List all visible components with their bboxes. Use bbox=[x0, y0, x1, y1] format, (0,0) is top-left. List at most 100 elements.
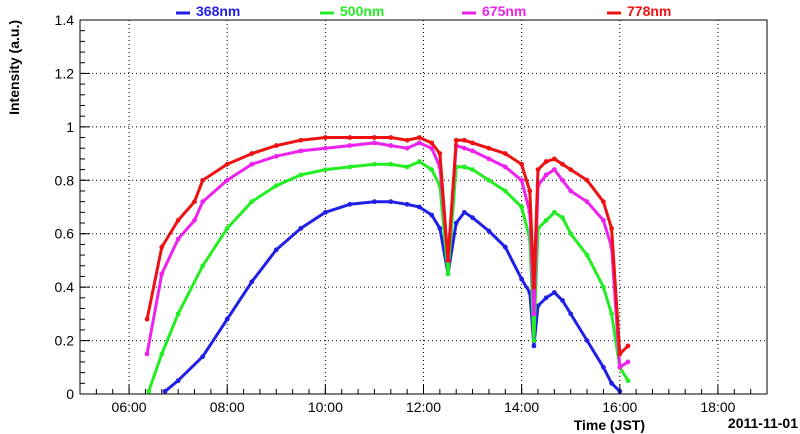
data-point bbox=[601, 217, 606, 223]
data-point bbox=[388, 199, 394, 205]
data-point bbox=[568, 167, 574, 173]
data-point bbox=[584, 252, 590, 258]
data-point bbox=[429, 212, 435, 218]
data-point bbox=[560, 298, 565, 303]
data-point bbox=[322, 167, 328, 173]
data-point bbox=[429, 167, 435, 173]
data-point bbox=[527, 188, 533, 194]
data-point bbox=[502, 244, 508, 250]
data-point bbox=[347, 143, 353, 148]
data-point bbox=[298, 137, 304, 143]
x-tick-label: 10:00 bbox=[308, 399, 343, 415]
data-point bbox=[519, 276, 525, 282]
data-point bbox=[543, 295, 549, 301]
data-point bbox=[617, 364, 623, 370]
x-tick-label: 18:00 bbox=[700, 399, 735, 415]
data-point bbox=[551, 156, 557, 162]
data-point bbox=[535, 167, 541, 173]
data-point bbox=[322, 135, 328, 140]
plot-frame bbox=[79, 19, 768, 395]
data-point bbox=[543, 159, 549, 164]
data-point bbox=[609, 225, 615, 231]
data-point bbox=[470, 215, 475, 221]
data-point bbox=[551, 290, 557, 295]
data-point bbox=[531, 311, 537, 317]
data-point bbox=[388, 135, 394, 140]
data-point bbox=[584, 177, 590, 183]
legend-entry: 675nm bbox=[482, 3, 526, 19]
data-point bbox=[224, 316, 230, 322]
data-point bbox=[584, 199, 590, 205]
data-point bbox=[159, 271, 165, 277]
data-point bbox=[502, 151, 508, 156]
data-point bbox=[445, 271, 451, 277]
data-point bbox=[601, 284, 606, 290]
y-tick-label: 1.4 bbox=[55, 12, 75, 28]
y-tick-label: 0 bbox=[66, 386, 74, 402]
data-point bbox=[146, 388, 152, 394]
data-point bbox=[519, 177, 525, 183]
data-point bbox=[609, 311, 615, 317]
data-point bbox=[445, 258, 451, 263]
data-point bbox=[249, 161, 255, 167]
data-point bbox=[273, 247, 279, 253]
data-point bbox=[531, 284, 537, 290]
data-series bbox=[144, 135, 631, 394]
data-point bbox=[175, 311, 181, 317]
data-point bbox=[470, 140, 475, 146]
data-point bbox=[617, 351, 623, 357]
y-tick-label: 1 bbox=[66, 119, 74, 135]
data-point bbox=[200, 177, 206, 183]
data-point bbox=[249, 279, 255, 285]
y-tick-label: 0.8 bbox=[55, 172, 75, 188]
data-point bbox=[601, 364, 606, 370]
data-point bbox=[568, 311, 574, 317]
data-point bbox=[584, 338, 590, 343]
data-point bbox=[625, 359, 631, 365]
data-point bbox=[429, 140, 435, 146]
x-tick-label: 16:00 bbox=[602, 399, 637, 415]
data-point bbox=[568, 188, 574, 194]
data-point bbox=[601, 199, 606, 205]
data-point bbox=[175, 378, 181, 384]
data-point bbox=[298, 172, 304, 178]
data-point bbox=[273, 183, 279, 189]
grid-lines bbox=[80, 20, 767, 394]
data-point bbox=[200, 263, 206, 269]
data-point bbox=[486, 145, 492, 151]
data-point bbox=[437, 151, 443, 156]
data-point bbox=[159, 351, 165, 357]
data-point bbox=[461, 164, 467, 170]
x-tick-label: 06:00 bbox=[112, 399, 147, 415]
data-point bbox=[568, 231, 574, 237]
data-point bbox=[347, 135, 353, 140]
data-point bbox=[437, 225, 443, 231]
data-point bbox=[144, 316, 150, 322]
legend-entry: 500nm bbox=[340, 3, 384, 19]
data-point bbox=[372, 140, 377, 146]
data-point bbox=[551, 209, 557, 215]
data-point bbox=[388, 161, 394, 167]
data-point bbox=[224, 225, 230, 231]
data-point bbox=[175, 217, 181, 223]
data-point bbox=[372, 199, 377, 205]
data-point bbox=[560, 177, 565, 183]
data-point bbox=[298, 148, 304, 154]
data-point bbox=[486, 177, 492, 183]
data-point bbox=[461, 145, 467, 151]
data-point bbox=[224, 177, 230, 183]
data-point bbox=[249, 199, 255, 205]
legend: 368nm 500nm 675nm 778nm bbox=[176, 3, 671, 19]
data-point bbox=[372, 161, 377, 167]
data-point bbox=[417, 135, 422, 140]
date-label: 2011-11-01 bbox=[728, 415, 798, 431]
data-point bbox=[625, 343, 631, 349]
data-point bbox=[298, 225, 304, 231]
data-point bbox=[249, 151, 255, 156]
data-point bbox=[322, 209, 328, 215]
data-point bbox=[560, 161, 565, 167]
data-point bbox=[404, 201, 410, 207]
data-point bbox=[531, 343, 537, 349]
legend-entry: 778nm bbox=[627, 3, 671, 19]
